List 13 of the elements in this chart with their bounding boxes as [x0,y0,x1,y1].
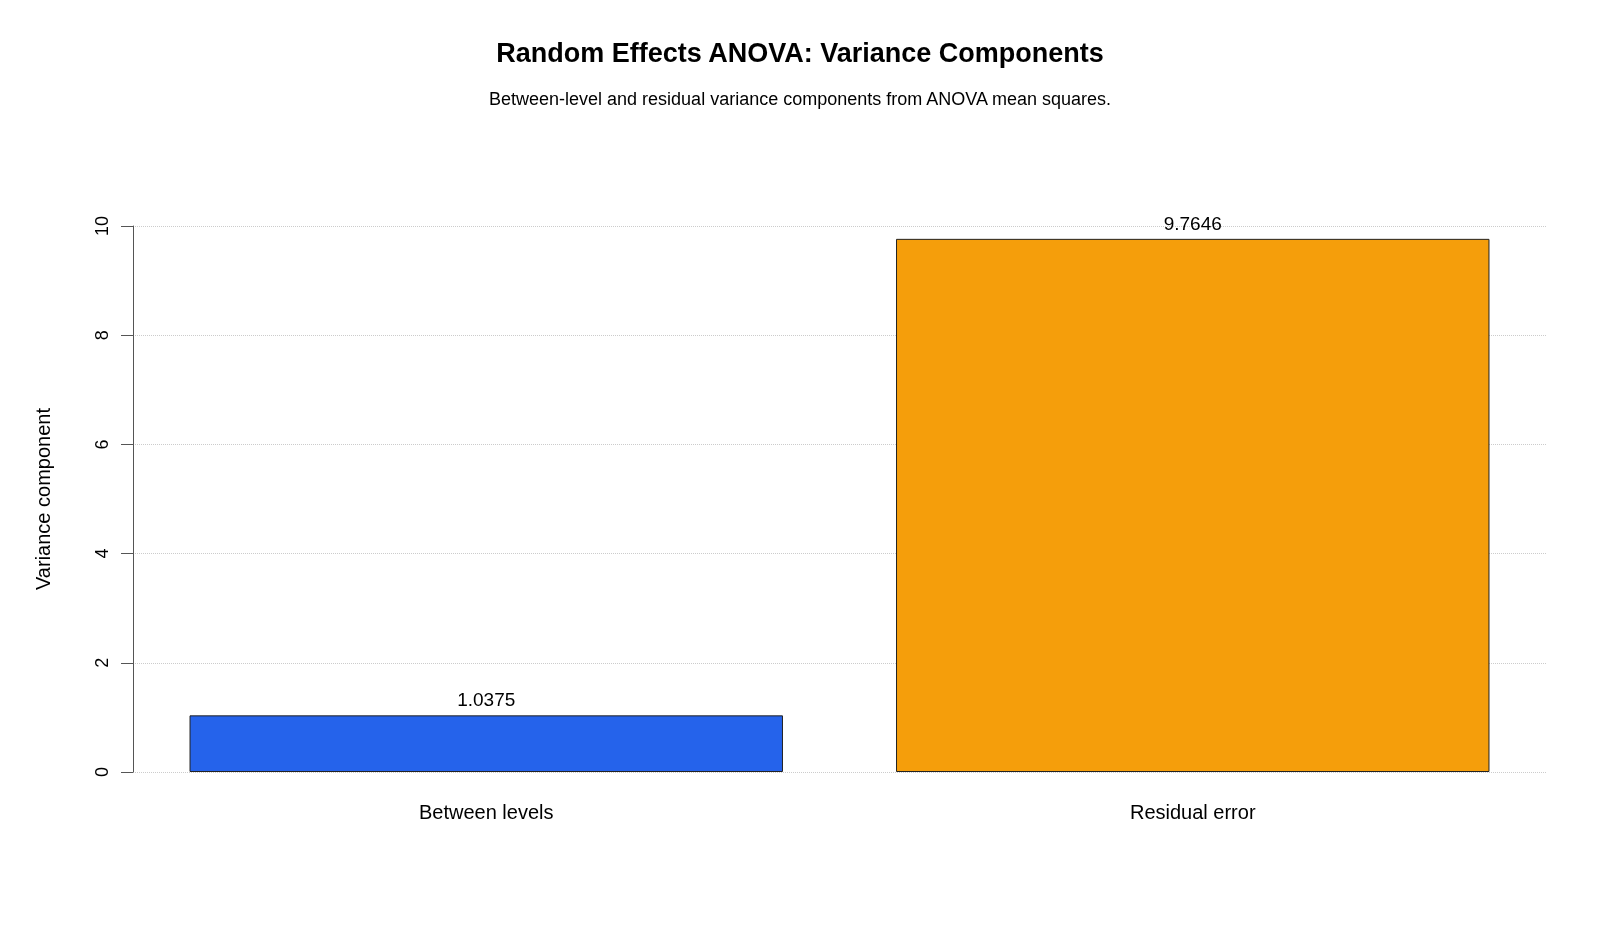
y-tick-label: 10 [92,215,112,237]
y-tick-label: 6 [92,439,112,450]
x-tick-label: Residual error [1129,801,1256,823]
y-tick-label: 2 [92,657,112,668]
chart-subtitle: Between-level and residual variance components from ANOVA mean squares. [489,89,1111,109]
x-tick-label: Between levels [418,801,554,823]
y-axis-title: Variance component [32,407,54,590]
data-label: 9.7646 [1163,212,1222,234]
y-tick-label: 0 [92,766,112,778]
data-label: 1.0375 [457,689,516,711]
chart-title: Random Effects ANOVA: Variance Components [496,37,1104,68]
y-tick-label: 4 [92,548,112,559]
y-tick-label: 8 [92,330,112,341]
